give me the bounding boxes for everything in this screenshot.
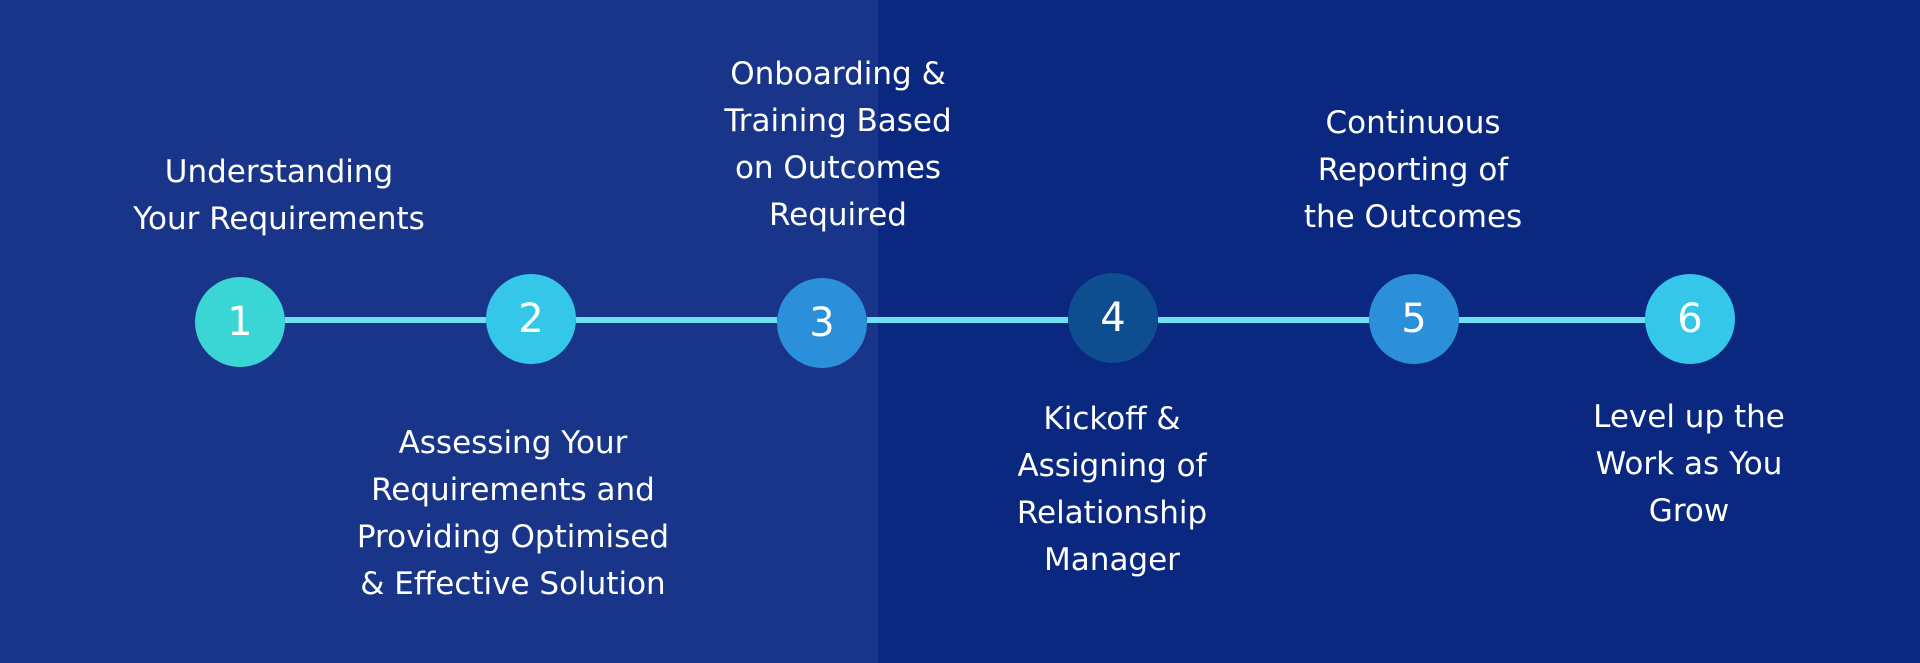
step-3-label-line-2: Training Based	[724, 103, 952, 139]
step-1-label: Understanding Your Requirements	[79, 149, 479, 243]
step-5-label-line-2: Reporting of	[1317, 152, 1509, 188]
step-1-label-line-2: Your Requirements	[133, 201, 425, 237]
step-6-label-line-3: Grow	[1648, 493, 1730, 529]
step-1-number: 1	[227, 299, 253, 345]
step-2-label-line-3: Providing Optimised	[356, 519, 670, 555]
step-4-circle: 4	[1068, 273, 1158, 363]
step-3-label-line-1: Onboarding &	[730, 56, 946, 92]
step-5-circle: 5	[1369, 274, 1459, 364]
step-2-number: 2	[518, 296, 544, 342]
step-3-label-line-3: on Outcomes	[734, 150, 942, 186]
step-2-label: Assessing Your Requirements and Providin…	[313, 420, 713, 608]
step-2-label-line-2: Requirements and	[371, 472, 655, 508]
step-4-label-line-2: Assigning of	[1017, 448, 1207, 484]
step-4-label: Kickoff & Assigning of Relationship Mana…	[912, 396, 1312, 584]
connector-3-4	[867, 317, 1068, 323]
step-2-circle: 2	[486, 274, 576, 364]
background-panel-left	[0, 0, 878, 663]
step-5-label-line-3: the Outcomes	[1303, 199, 1523, 235]
step-6-label-line-2: Work as You	[1595, 446, 1783, 482]
step-1-circle: 1	[195, 277, 285, 367]
connector-4-5	[1158, 317, 1369, 323]
step-5-label: Continuous Reporting of the Outcomes	[1213, 100, 1613, 241]
step-4-label-line-4: Manager	[1044, 542, 1180, 578]
step-6-label: Level up the Work as You Grow	[1489, 394, 1889, 535]
step-6-label-line-1: Level up the	[1593, 399, 1785, 435]
connector-1-2	[285, 317, 486, 323]
step-4-label-line-1: Kickoff &	[1043, 401, 1181, 437]
step-3-label: Onboarding & Training Based on Outcomes …	[638, 51, 1038, 239]
step-4-label-line-3: Relationship	[1016, 495, 1208, 531]
step-3-circle: 3	[777, 278, 867, 368]
step-3-number: 3	[809, 300, 835, 346]
step-6-circle: 6	[1645, 274, 1735, 364]
step-5-label-line-1: Continuous	[1325, 105, 1501, 141]
connector-2-3	[576, 317, 777, 323]
step-2-label-line-4: & Effective Solution	[360, 566, 666, 602]
step-2-label-line-1: Assessing Your	[398, 425, 628, 461]
step-3-label-line-4: Required	[769, 197, 907, 233]
step-5-number: 5	[1401, 296, 1427, 342]
step-4-number: 4	[1100, 295, 1126, 341]
step-6-number: 6	[1677, 296, 1703, 342]
connector-5-6	[1459, 317, 1645, 323]
step-1-label-line-1: Understanding	[164, 154, 394, 190]
